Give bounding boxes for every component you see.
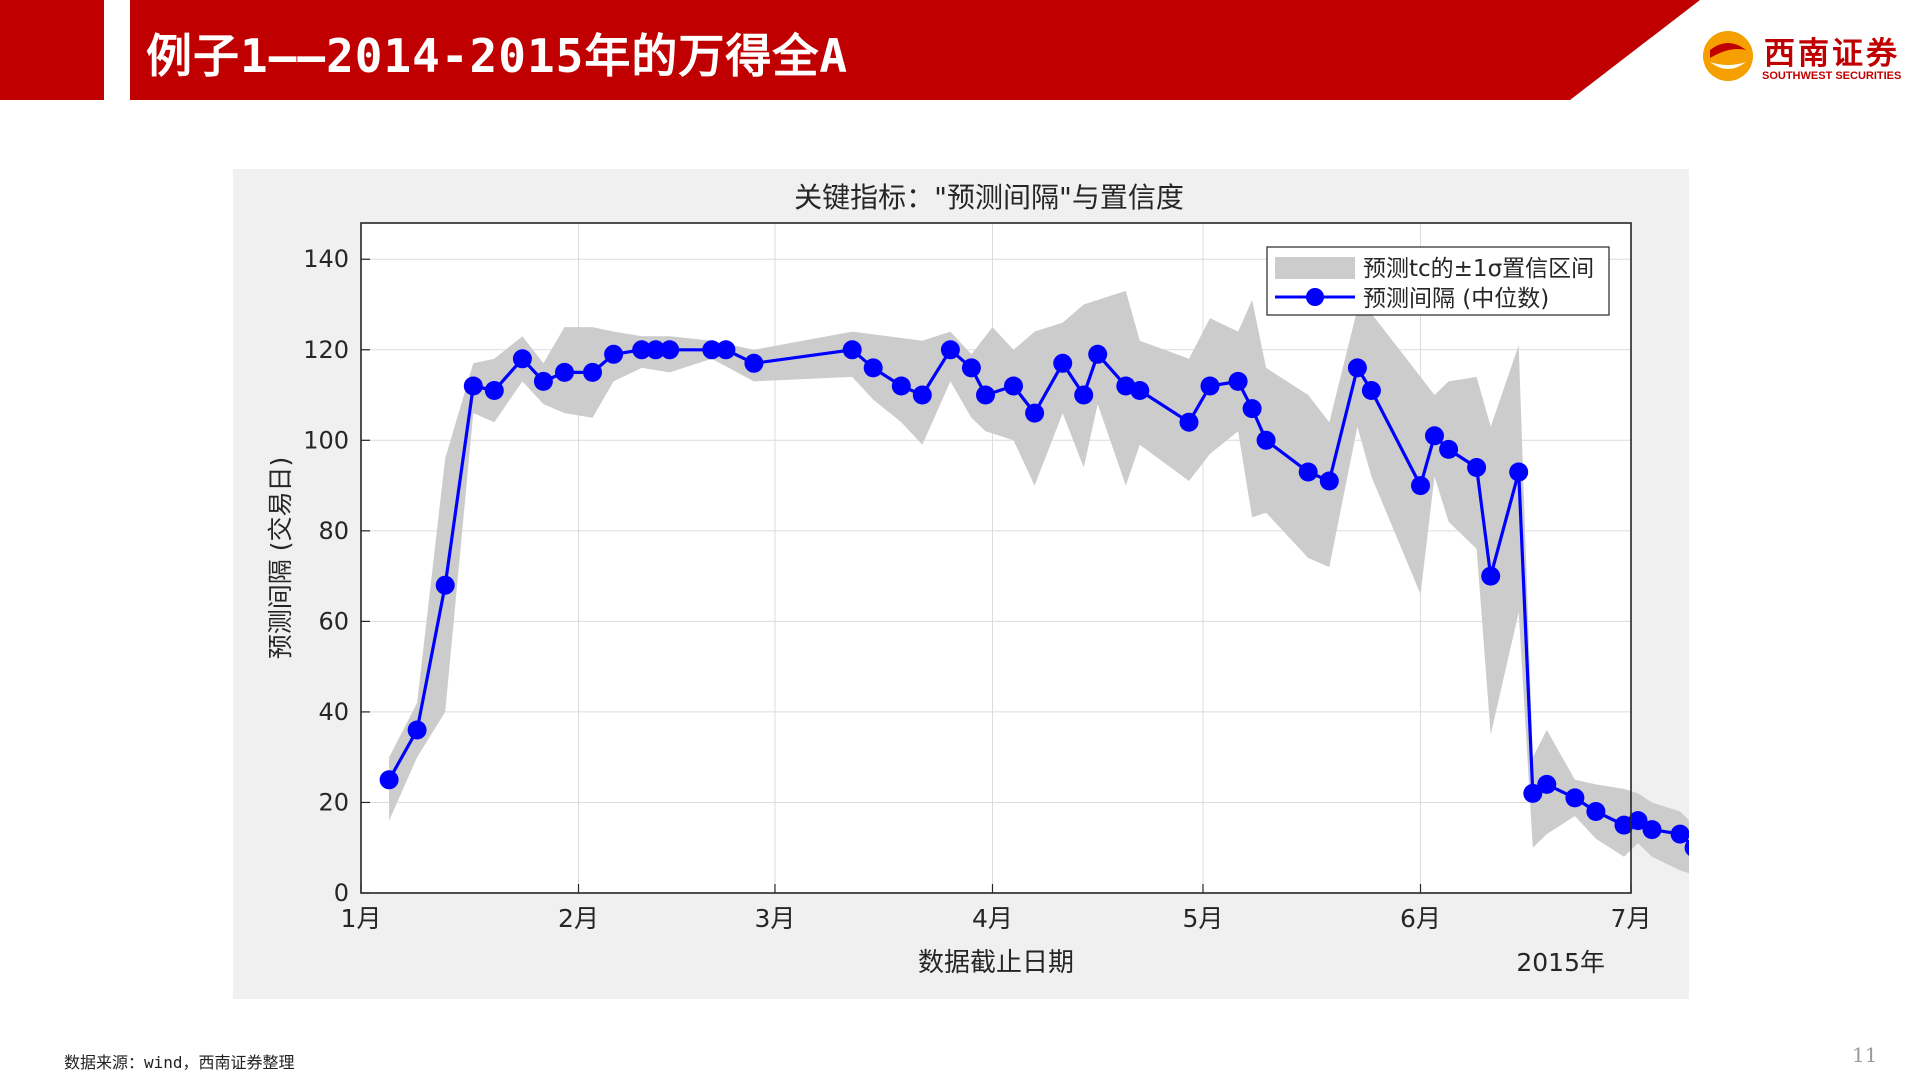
legend-marker-swatch <box>1306 288 1324 306</box>
data-point <box>1425 426 1444 446</box>
data-point <box>863 358 883 378</box>
x-axis-ticks: 1月 2月 3月 4月 5月 6月 7月 <box>341 884 1652 933</box>
data-point <box>1298 462 1318 482</box>
x-tick-label: 3月 <box>755 904 796 933</box>
y-axis-label: 预测间隔 (交易日) <box>266 457 295 659</box>
chart-panel: 关键指标："预测间隔"与置信度 0 20 40 60 80 100 120 140 1月 2月 3… <box>233 169 1689 999</box>
data-point <box>891 376 911 396</box>
title-bar <box>130 0 1700 100</box>
data-point <box>533 371 553 391</box>
data-point <box>1628 811 1648 831</box>
data-point <box>1004 376 1023 396</box>
data-point <box>1130 381 1150 400</box>
company-logo: 西南证券 SOUTHWEST SECURITIES <box>1700 26 1910 90</box>
data-point <box>976 385 995 405</box>
data-point <box>1347 358 1367 378</box>
logo-text: 西南证券 <box>1764 36 1900 72</box>
data-point <box>1200 376 1220 396</box>
data-point <box>1586 802 1606 821</box>
x-tick-label: 5月 <box>1183 904 1224 933</box>
data-point <box>1523 783 1543 803</box>
data-point <box>702 340 722 360</box>
data-point <box>1074 385 1094 405</box>
legend-line-label: 预测间隔 (中位数) <box>1363 286 1549 312</box>
data-point <box>940 340 960 360</box>
data-point <box>961 358 981 378</box>
data-point <box>583 362 602 382</box>
legend-band-swatch <box>1275 257 1355 279</box>
y-tick-label: 80 <box>318 517 349 545</box>
plot-frame <box>360 222 1632 894</box>
data-point <box>1670 824 1689 844</box>
data-point <box>379 770 399 790</box>
data-point <box>435 575 455 595</box>
y-tick-label: 20 <box>318 788 349 816</box>
logo-emblem-icon <box>1703 31 1753 81</box>
x-axis-label: 数据截止日期 <box>918 948 1074 978</box>
data-point <box>632 340 652 360</box>
data-point <box>1642 820 1662 840</box>
confidence-band <box>389 290 1689 874</box>
data-point <box>512 349 532 369</box>
data-point <box>1319 471 1339 491</box>
data-point <box>484 381 504 400</box>
data-point <box>1179 412 1199 432</box>
data-point <box>1509 462 1529 482</box>
x-tick-label: 1月 <box>341 904 382 933</box>
plot-area <box>361 223 1631 893</box>
data-point <box>1481 566 1501 586</box>
y-tick-label: 120 <box>303 336 349 364</box>
data-point <box>1256 430 1276 450</box>
data-point <box>646 340 666 360</box>
median-markers <box>379 340 1689 856</box>
data-point <box>1228 371 1248 391</box>
data-point <box>842 340 862 360</box>
data-point <box>1467 458 1487 477</box>
y-tick-label: 140 <box>303 245 349 273</box>
y-tick-label: 40 <box>318 698 349 726</box>
data-point <box>716 340 736 360</box>
data-point <box>1684 839 1689 856</box>
data-point <box>463 376 483 396</box>
chart-title: 关键指标："预测间隔"与置信度 <box>794 181 1184 214</box>
chart: 关键指标："预测间隔"与置信度 0 20 40 60 80 100 120 140 1月 2月 3… <box>266 181 1689 978</box>
title-bar-shape <box>130 0 1700 100</box>
x-tick-label: 4月 <box>972 904 1013 933</box>
data-point <box>1439 439 1459 459</box>
page-number: 11 <box>1852 1043 1878 1067</box>
x-tick-label: 2月 <box>558 904 599 933</box>
slide-title: 例子1——2014-2015年的万得全A <box>146 29 849 83</box>
data-point <box>407 720 427 740</box>
logo-subtitle: SOUTHWEST SECURITIES <box>1762 70 1902 82</box>
x-axis-year-label: 2015年 <box>1516 948 1605 977</box>
data-point <box>744 353 764 373</box>
data-point <box>1053 353 1073 373</box>
y-tick-label: 0 <box>334 879 349 907</box>
data-point <box>555 362 574 382</box>
data-point <box>1411 476 1430 496</box>
source-note: 数据来源：wind，西南证券整理 <box>64 1053 295 1072</box>
data-point <box>912 385 932 405</box>
data-point <box>1361 381 1381 400</box>
confidence-band-area <box>389 290 1689 874</box>
data-point <box>604 344 624 364</box>
data-point <box>1088 344 1108 364</box>
y-tick-label: 100 <box>303 426 349 454</box>
y-tick-label: 60 <box>318 607 349 635</box>
title-left-block <box>0 0 104 100</box>
data-point <box>1025 403 1045 423</box>
x-tick-label: 7月 <box>1611 904 1652 933</box>
y-axis-ticks: 0 20 40 60 80 100 120 140 <box>303 245 370 907</box>
data-point <box>660 340 680 360</box>
x-tick-label: 6月 <box>1400 904 1441 933</box>
legend: 预测tc的±1σ置信区间 预测间隔 (中位数) <box>1266 246 1610 316</box>
data-point <box>1537 774 1557 794</box>
data-point <box>1242 399 1262 419</box>
data-point <box>1565 788 1585 808</box>
legend-band-label: 预测tc的±1σ置信区间 <box>1363 256 1594 282</box>
